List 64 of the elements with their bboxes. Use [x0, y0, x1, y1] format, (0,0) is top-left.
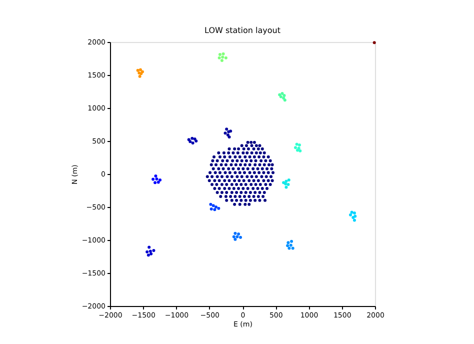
point: [209, 202, 212, 206]
point: [226, 134, 230, 137]
point: [191, 141, 194, 144]
point: [236, 235, 239, 238]
point: [284, 182, 288, 186]
point: [218, 56, 221, 60]
point: [214, 206, 218, 208]
point: [282, 96, 286, 100]
point: [154, 174, 158, 178]
point: [190, 136, 194, 140]
point: [295, 142, 298, 146]
point: [224, 56, 228, 60]
point: [282, 181, 286, 184]
point: [154, 181, 157, 184]
point: [224, 132, 227, 135]
point: [152, 178, 155, 181]
point: [152, 249, 156, 252]
point: [138, 74, 142, 78]
point: [372, 41, 376, 44]
point: [220, 58, 224, 62]
point: [232, 235, 236, 238]
point: [136, 68, 140, 72]
point: [146, 250, 149, 254]
point: [352, 218, 356, 222]
point: [291, 246, 294, 250]
point: [286, 244, 290, 248]
point: [213, 208, 216, 212]
point: [239, 236, 242, 239]
point: [237, 232, 240, 236]
point: [287, 178, 290, 182]
point: [187, 138, 190, 142]
point: [155, 177, 158, 180]
point: [348, 213, 352, 216]
point: [221, 56, 224, 59]
point: [146, 254, 150, 257]
point: [234, 232, 237, 235]
point: [283, 98, 286, 102]
point: [217, 206, 220, 210]
point: [290, 240, 294, 243]
point: [350, 210, 354, 214]
point: [286, 241, 290, 244]
point: [188, 140, 192, 144]
point: [228, 136, 231, 139]
point: [352, 211, 356, 214]
point: [148, 250, 152, 253]
point: [218, 53, 222, 56]
point: [150, 252, 153, 256]
point: [284, 186, 288, 189]
point: [222, 52, 225, 56]
point: [210, 207, 213, 210]
point: [225, 128, 228, 131]
point: [294, 146, 297, 150]
point: [158, 178, 162, 182]
point: [156, 180, 160, 184]
point: [148, 246, 151, 249]
point: [212, 204, 215, 208]
point: [288, 246, 291, 250]
chart-title: LOW station layout: [204, 26, 280, 35]
point: [284, 180, 288, 183]
point: [286, 183, 290, 186]
point: [298, 149, 302, 152]
point: [298, 143, 301, 146]
point: [234, 238, 237, 241]
point: [289, 244, 292, 247]
